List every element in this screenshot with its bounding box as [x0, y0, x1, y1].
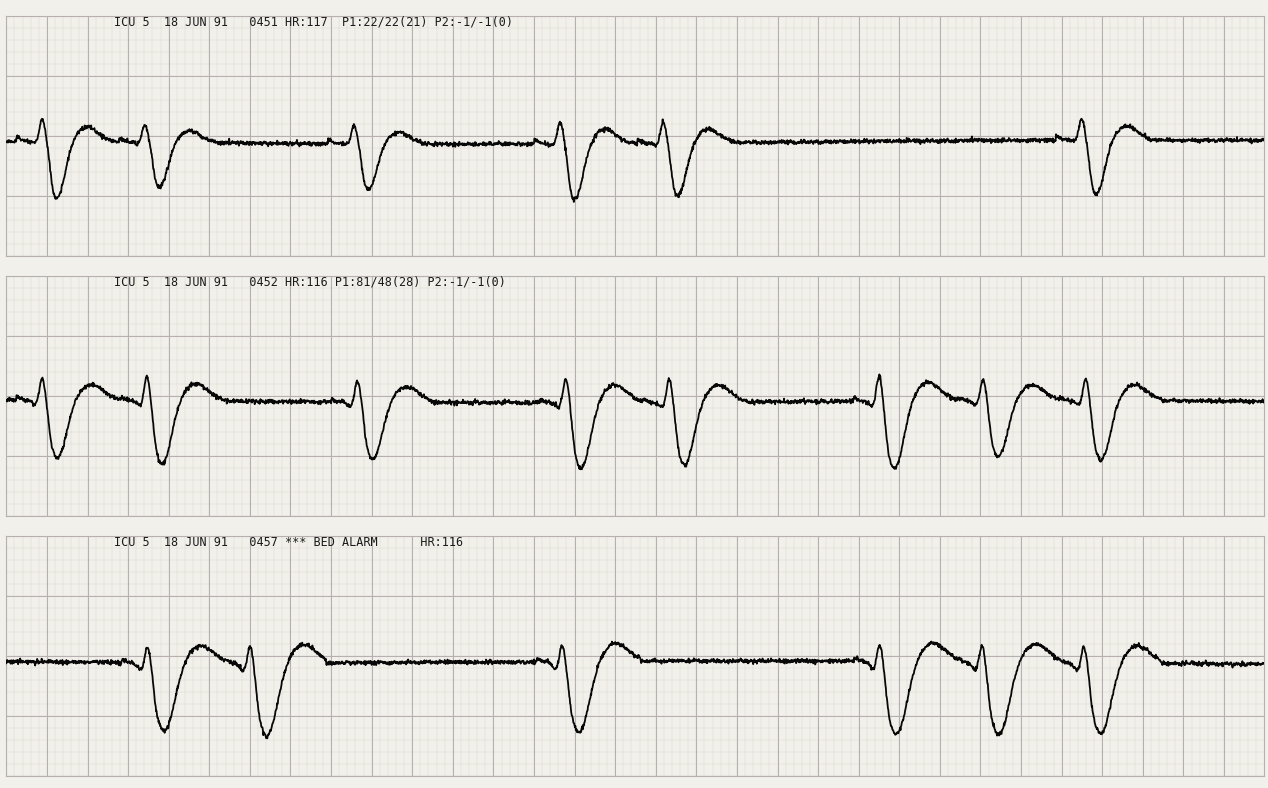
- Text: ICU 5  18 JUN 91   0452 HR:116 P1:81/48(28) P2:-1/-1(0): ICU 5 18 JUN 91 0452 HR:116 P1:81/48(28)…: [114, 276, 506, 288]
- Text: ICU 5  18 JUN 91   0451 HR:117  P1:22/22(21) P2:-1/-1(0): ICU 5 18 JUN 91 0451 HR:117 P1:22/22(21)…: [114, 16, 514, 28]
- Text: ICU 5  18 JUN 91   0457 *** BED ALARM      HR:116: ICU 5 18 JUN 91 0457 *** BED ALARM HR:11…: [114, 536, 463, 548]
